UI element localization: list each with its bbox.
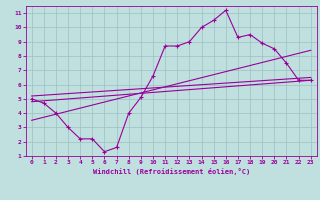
X-axis label: Windchill (Refroidissement éolien,°C): Windchill (Refroidissement éolien,°C) [92, 168, 250, 175]
